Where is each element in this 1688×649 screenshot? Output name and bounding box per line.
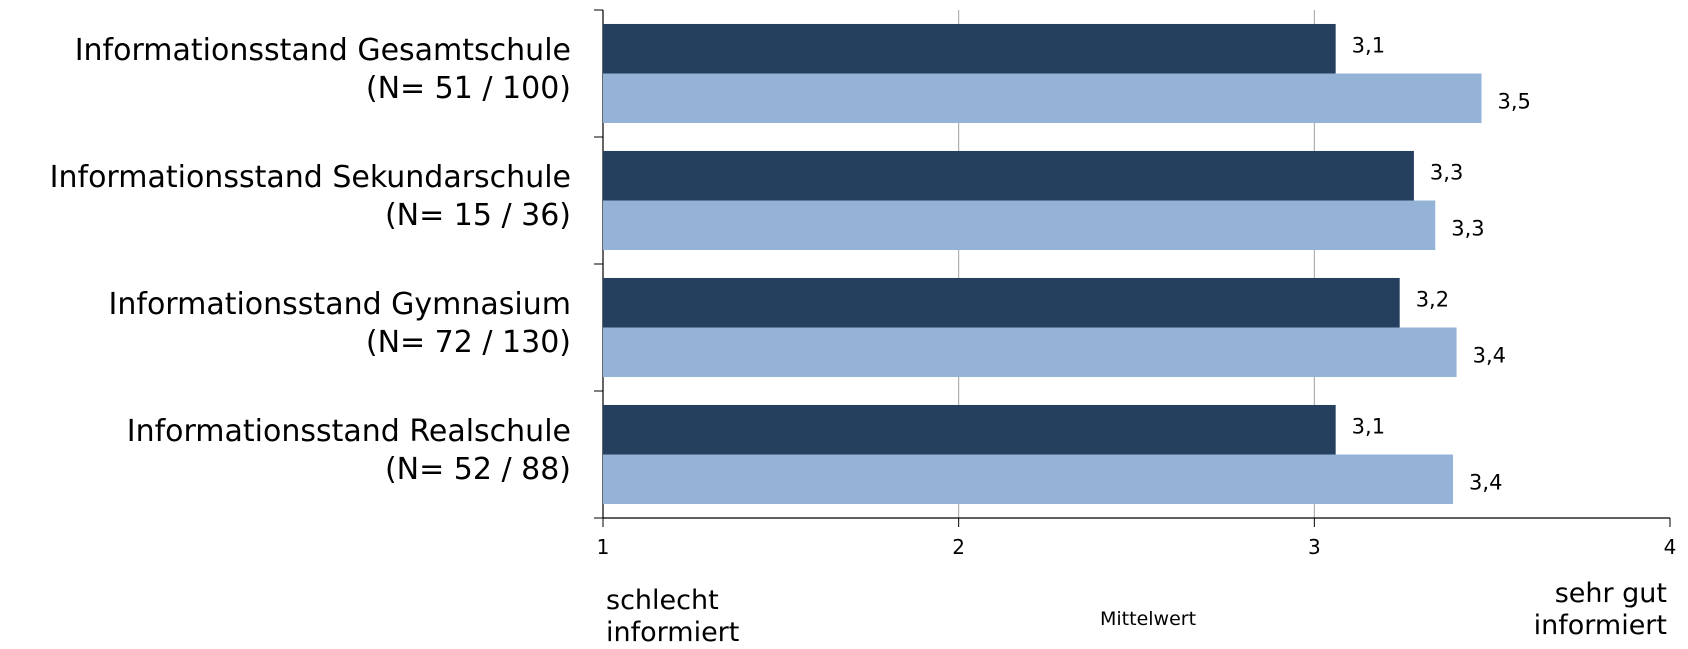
data-label: 3,4 [1469, 470, 1502, 494]
data-label: 3,1 [1352, 34, 1385, 58]
x-tick-label: 4 [1664, 535, 1677, 559]
category-label-name: Informationsstand Gymnasium [108, 286, 571, 322]
left-scale-annotation: schlecht informiert [606, 585, 739, 649]
category-label-count: (N= 52 / 88) [384, 451, 571, 487]
category-label-name: Informationsstand Realschule [126, 413, 571, 449]
bar [603, 200, 1436, 251]
category-label-count: (N= 51 / 100) [365, 70, 571, 106]
category-label-count: (N= 15 / 36) [384, 197, 571, 233]
category-label-name: Informationsstand Sekundarschule [49, 159, 571, 195]
x-tick-label: 2 [952, 535, 965, 559]
bar [603, 23, 1336, 74]
bar [603, 150, 1414, 201]
data-label: 3,5 [1497, 89, 1530, 113]
category-label: Informationsstand Realschule (N= 52 / 88) [127, 413, 571, 489]
category-label-name: Informationsstand Gesamtschule [74, 32, 571, 68]
right-annotation-line-1: sehr gut [1554, 578, 1667, 609]
left-annotation-line-1: schlecht [606, 585, 719, 616]
data-label: 3,2 [1416, 288, 1449, 312]
bar [603, 454, 1454, 505]
data-label: 3,1 [1352, 415, 1385, 439]
data-label: 3,3 [1430, 161, 1463, 185]
category-label: Informationsstand Gymnasium (N= 72 / 130) [109, 286, 571, 362]
x-tick-label: 1 [597, 535, 610, 559]
x-axis-title: Mittelwert [1100, 608, 1197, 630]
data-label: 3,3 [1451, 216, 1484, 240]
x-tick-label: 3 [1308, 535, 1321, 559]
bar [603, 277, 1400, 328]
data-label: 3,4 [1473, 343, 1506, 367]
bar [603, 327, 1457, 378]
bar [603, 73, 1482, 124]
category-label-count: (N= 72 / 130) [365, 324, 571, 360]
right-annotation-line-2: informiert [1533, 610, 1667, 641]
bar [603, 404, 1336, 455]
left-annotation-line-2: informiert [606, 617, 740, 648]
right-scale-annotation: sehr gut informiert [1534, 578, 1667, 642]
category-label: Informationsstand Sekundarschule (N= 15 /… [50, 159, 571, 235]
category-label: Informationsstand Gesamtschule (N= 51 / 1… [75, 32, 571, 108]
